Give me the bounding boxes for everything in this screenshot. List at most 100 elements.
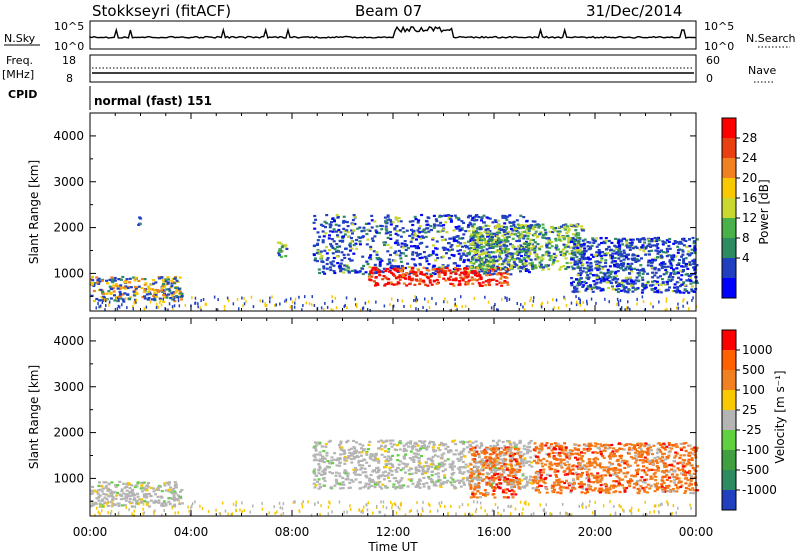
power-noise-cell (133, 301, 135, 305)
power-echo-cell (329, 261, 333, 264)
power-echo-cell (411, 251, 415, 254)
power-echo-cell (682, 281, 686, 284)
power-echo-cell (571, 258, 575, 261)
power-echo-cell (470, 237, 474, 240)
power-noise-cell (115, 296, 117, 300)
velocity-echo-cell (441, 470, 445, 473)
power-echo-cell (325, 258, 329, 261)
power-echo-cell (475, 249, 479, 252)
power-echo-cell (587, 276, 591, 279)
velocity-echo-cell (180, 488, 184, 492)
power-echo-cell (583, 249, 587, 253)
power-echo-cell (336, 235, 340, 238)
power-echo-cell (468, 251, 471, 254)
velocity-echo-cell (149, 499, 153, 502)
velocity-echo-cell (361, 444, 365, 447)
velocity-echo-cell (655, 484, 658, 487)
velocity-echo-cell (381, 483, 385, 486)
velocity-echo-cell (418, 462, 422, 465)
power-echo-cell (400, 265, 404, 268)
velocity-echo-cell (437, 475, 441, 478)
power-echo-cell (505, 244, 509, 248)
power-echo-cell (459, 258, 462, 261)
power-echo-cell (677, 276, 681, 279)
velocity-echo-cell (516, 483, 520, 486)
velocity-echo-cell (667, 484, 671, 487)
power-echo-cell (467, 259, 471, 262)
power-echo-cell (519, 227, 523, 230)
power-noise-cell (243, 297, 245, 300)
velocity-echo-cell (479, 444, 483, 448)
velocity-echo-cell (514, 469, 518, 472)
velocity-echo-cell (120, 488, 124, 491)
velocity-echo-cell (533, 459, 536, 462)
power-echo-cell (599, 271, 603, 274)
velocity-echo-cell (389, 439, 392, 442)
power-echo-cell (628, 246, 632, 249)
velocity-echo-cell (484, 466, 488, 469)
velocity-echo-cell (90, 489, 94, 492)
power-noise-cell (156, 302, 158, 306)
power-noise-cell (410, 304, 412, 308)
power-echo-cell (467, 247, 471, 250)
power-echo-cell (535, 236, 539, 239)
power-echo-cell (598, 251, 602, 255)
power-echo-cell (471, 216, 475, 220)
power-echo-cell (345, 229, 349, 232)
velocity-echo-cell (490, 476, 494, 479)
power-colorbar-segment (722, 218, 736, 239)
velocity-echo-cell (497, 467, 501, 470)
velocity-echo-cell (609, 452, 613, 455)
velocity-echo-cell (155, 501, 159, 504)
power-echo-cell (459, 255, 463, 258)
power-echo-cell (522, 247, 526, 250)
velocity-echo-cell (506, 446, 510, 449)
velocity-echo-cell (363, 467, 367, 470)
power-ytick-label: 3000 (53, 175, 84, 189)
power-echo-cell (362, 264, 366, 267)
power-echo-cell (581, 281, 584, 284)
velocity-echo-cell (418, 486, 422, 489)
power-echo-cell (119, 292, 123, 295)
velocity-echo-cell (477, 484, 480, 487)
power-echo-cell (389, 233, 392, 237)
power-echo-cell (474, 258, 478, 261)
velocity-echo-cell (608, 453, 612, 457)
velocity-echo-cell (418, 482, 422, 485)
power-echo-cell (90, 282, 94, 285)
power-noise-cell (177, 296, 180, 300)
velocity-echo-cell (458, 481, 461, 485)
velocity-echo-cell (502, 469, 506, 472)
velocity-echo-cell (502, 457, 506, 460)
velocity-echo-cell (470, 480, 474, 483)
velocity-echo-cell (462, 442, 466, 445)
velocity-echo-cell (122, 492, 126, 495)
velocity-echo-cell (576, 478, 580, 481)
power-noise-cell (331, 295, 333, 299)
power-echo-cell (350, 269, 354, 272)
power-echo-cell (654, 286, 658, 289)
power-echo-cell (500, 239, 504, 242)
velocity-echo-cell (646, 449, 650, 452)
velocity-echo-cell (676, 462, 680, 465)
velocity-echo-cell (317, 459, 321, 463)
power-echo-cell (515, 219, 519, 222)
velocity-echo-cell (496, 472, 500, 476)
power-echo-cell (533, 264, 537, 267)
power-echo-cell (671, 290, 675, 293)
power-noise-cell (415, 307, 417, 311)
power-echo-cell (689, 282, 693, 285)
power-echo-cell (418, 262, 422, 266)
power-echo-cell (403, 266, 407, 270)
power-echo-cell (499, 228, 503, 231)
power-echo-cell (335, 213, 339, 217)
power-echo-cell (643, 241, 647, 244)
power-noise-cell (688, 307, 690, 311)
power-echo-cell (338, 245, 342, 248)
power-echo-cell (170, 285, 174, 288)
velocity-echo-cell (469, 484, 473, 487)
power-echo-cell (520, 234, 524, 237)
power-echo-cell (405, 229, 409, 232)
power-echo-cell (433, 272, 437, 276)
power-echo-cell (492, 232, 496, 235)
